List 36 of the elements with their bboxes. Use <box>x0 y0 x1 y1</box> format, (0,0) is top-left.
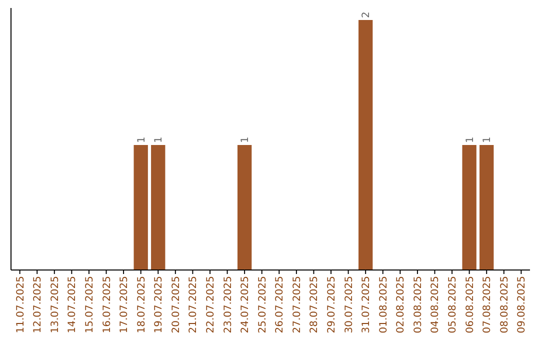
x-tick-label: 23.07.2025 <box>222 276 234 334</box>
data-label: 2 <box>361 12 372 18</box>
x-tick-label: 05.08.2025 <box>448 276 459 334</box>
x-tick-label: 22.07.2025 <box>205 276 216 334</box>
x-tick-label: 21.07.2025 <box>188 276 200 334</box>
x-tick-label: 18.07.2025 <box>136 276 148 334</box>
x-tick-label: 08.08.2025 <box>499 276 510 334</box>
x-tick-label: 24.07.2025 <box>240 276 252 334</box>
x-tick-label: 12.07.2025 <box>32 276 44 334</box>
data-label: 1 <box>482 136 494 143</box>
x-tick-label: 13.07.2025 <box>50 276 61 334</box>
x-tick-label: 27.07.2025 <box>292 276 303 334</box>
x-tick-label: 19.07.2025 <box>154 276 165 334</box>
data-label: 1 <box>240 136 252 143</box>
x-tick-label: 16.07.2025 <box>102 276 113 334</box>
x-tick-label: 30.07.2025 <box>344 276 355 334</box>
x-tick-label: 26.07.2025 <box>274 276 286 334</box>
x-tick-label: 01.08.2025 <box>378 276 390 334</box>
data-label: 1 <box>464 136 476 143</box>
x-tick-label: 29.07.2025 <box>326 276 338 334</box>
data-label: 1 <box>136 136 148 143</box>
x-tick-label: 03.08.2025 <box>412 276 424 334</box>
x-tick-label: 14.07.2025 <box>67 276 78 334</box>
x-tick-label: 09.08.2025 <box>516 276 528 334</box>
x-tick-label: 07.08.2025 <box>482 276 494 334</box>
x-tick-label: 31.07.2025 <box>361 276 372 334</box>
x-tick-label: 15.07.2025 <box>84 276 96 334</box>
x-tick-label: 11.07.2025 <box>15 276 26 334</box>
x-tick-label: 25.07.2025 <box>257 276 268 334</box>
x-tick-label: 28.07.2025 <box>309 276 320 334</box>
x-tick-label: 04.08.2025 <box>430 276 442 334</box>
x-tick-label: 20.07.2025 <box>170 276 182 334</box>
x-tick-label: 06.08.2025 <box>464 276 476 334</box>
data-label: 1 <box>154 136 165 143</box>
x-tick-label: 02.08.2025 <box>396 276 407 334</box>
x-tick-label: 17.07.2025 <box>119 276 130 334</box>
